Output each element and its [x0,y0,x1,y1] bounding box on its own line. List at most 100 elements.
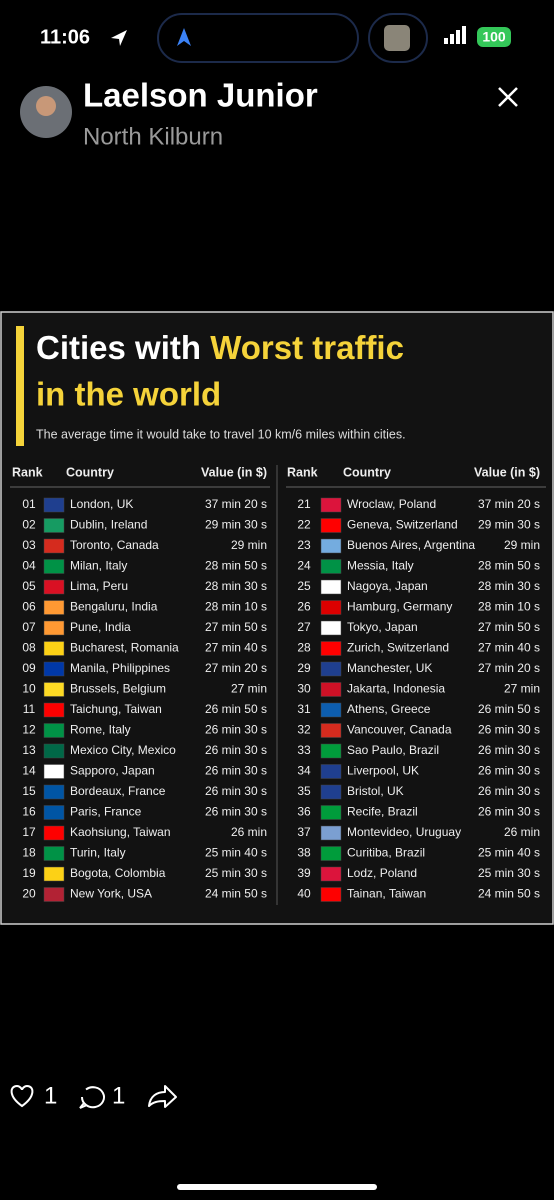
city: Bucharest, Romania [70,641,179,655]
rank: 40 [297,887,311,901]
city: Nagoya, Japan [347,579,428,593]
travel-time: 26 min 50 s [478,702,540,716]
rank: 07 [22,620,36,634]
travel-time: 25 min 30 s [478,866,540,880]
rank: 13 [22,743,36,757]
flag [320,702,342,718]
column-header: Country [343,465,391,479]
flag [43,620,65,636]
like-count: 1 [44,1082,57,1109]
flag [43,743,65,759]
travel-time: 26 min [504,825,540,839]
travel-time: 26 min 30 s [478,805,540,819]
flag [320,743,342,759]
flag [43,784,65,800]
rank: 14 [22,764,36,778]
rank: 19 [22,866,36,880]
city: Messia, Italy [347,559,414,573]
column-header: Value (in $) [201,465,267,479]
flag [43,600,65,615]
flag [320,641,342,656]
flag [43,866,65,882]
rank: 39 [297,866,311,880]
travel-time: 37 min 20 s [205,497,267,511]
flag [43,559,65,574]
travel-time: 26 min 30 s [205,784,267,798]
status-time: 11:06 [40,26,90,48]
travel-time: 28 min 30 s [478,579,540,593]
rank: 12 [22,723,36,737]
author-name[interactable]: Laelson Junior [83,77,318,114]
travel-time: 29 min 30 s [478,518,540,532]
rank: 03 [22,538,36,552]
flag [320,538,342,554]
travel-time: 26 min 30 s [478,723,540,737]
rank: 31 [297,702,311,716]
flag [320,846,342,861]
travel-time: 27 min 20 s [478,661,540,675]
city: London, UK [70,497,133,511]
flag [320,825,342,841]
city: Liverpool, UK [347,764,419,778]
travel-time: 27 min 50 s [205,620,267,634]
flag [43,764,65,779]
travel-time: 24 min 50 s [478,887,540,901]
travel-time: 26 min 30 s [478,764,540,778]
rank: 25 [297,579,311,593]
rank: 32 [297,723,311,737]
rank: 10 [22,682,36,696]
city: Manchester, UK [347,661,432,675]
like-button[interactable] [10,1084,34,1108]
travel-time: 29 min [504,538,540,552]
flag [43,538,65,554]
title-highlight: Worst traffic [210,329,404,366]
rank: 35 [297,784,311,798]
image-subtitle: The average time it would take to travel… [36,427,406,441]
travel-time: 26 min [231,825,267,839]
location: North Kilburn [83,123,223,150]
rank: 16 [22,805,36,819]
rank: 04 [22,559,36,573]
flag [320,682,342,697]
travel-time: 27 min 20 s [205,661,267,675]
rank: 23 [297,538,311,552]
city: Manila, Philippines [70,661,170,675]
rank: 27 [297,620,311,634]
accent-bar [16,326,24,446]
flag [43,723,65,738]
app-thumbnail [384,25,410,51]
rank: 06 [22,600,36,614]
rank: 28 [297,641,311,655]
city: Buenos Aires, Argentina [347,538,475,552]
travel-time: 28 min 10 s [205,600,267,614]
city: Dublin, Ireland [70,518,147,532]
title-text: Cities with [36,329,201,366]
close-button[interactable] [498,87,518,107]
rank: 22 [297,518,311,532]
rank: 26 [297,600,311,614]
city: Kaohsiung, Taiwan [70,825,171,839]
travel-time: 27 min 40 s [205,641,267,655]
share-button[interactable] [148,1085,177,1108]
city: Paris, France [70,805,142,819]
travel-time: 26 min 50 s [205,702,267,716]
rank: 21 [297,497,311,511]
travel-time: 24 min 50 s [205,887,267,901]
flag [43,887,65,902]
city: Brussels, Belgium [70,682,166,696]
travel-time: 26 min 30 s [205,723,267,737]
city: Sao Paulo, Brazil [347,743,439,757]
comment-count: 1 [112,1082,125,1109]
rank: 15 [22,784,36,798]
battery [477,27,511,47]
travel-time: 29 min [231,538,267,552]
rank: 24 [297,559,311,573]
city: Recife, Brazil [347,805,418,819]
travel-time: 26 min 30 s [205,805,267,819]
image-title: Cities with Worst traffic [36,329,404,366]
city: Zurich, Switzerland [347,641,449,655]
comment-button[interactable] [79,1086,105,1109]
rank: 05 [22,579,36,593]
city: Bogota, Colombia [70,866,166,880]
